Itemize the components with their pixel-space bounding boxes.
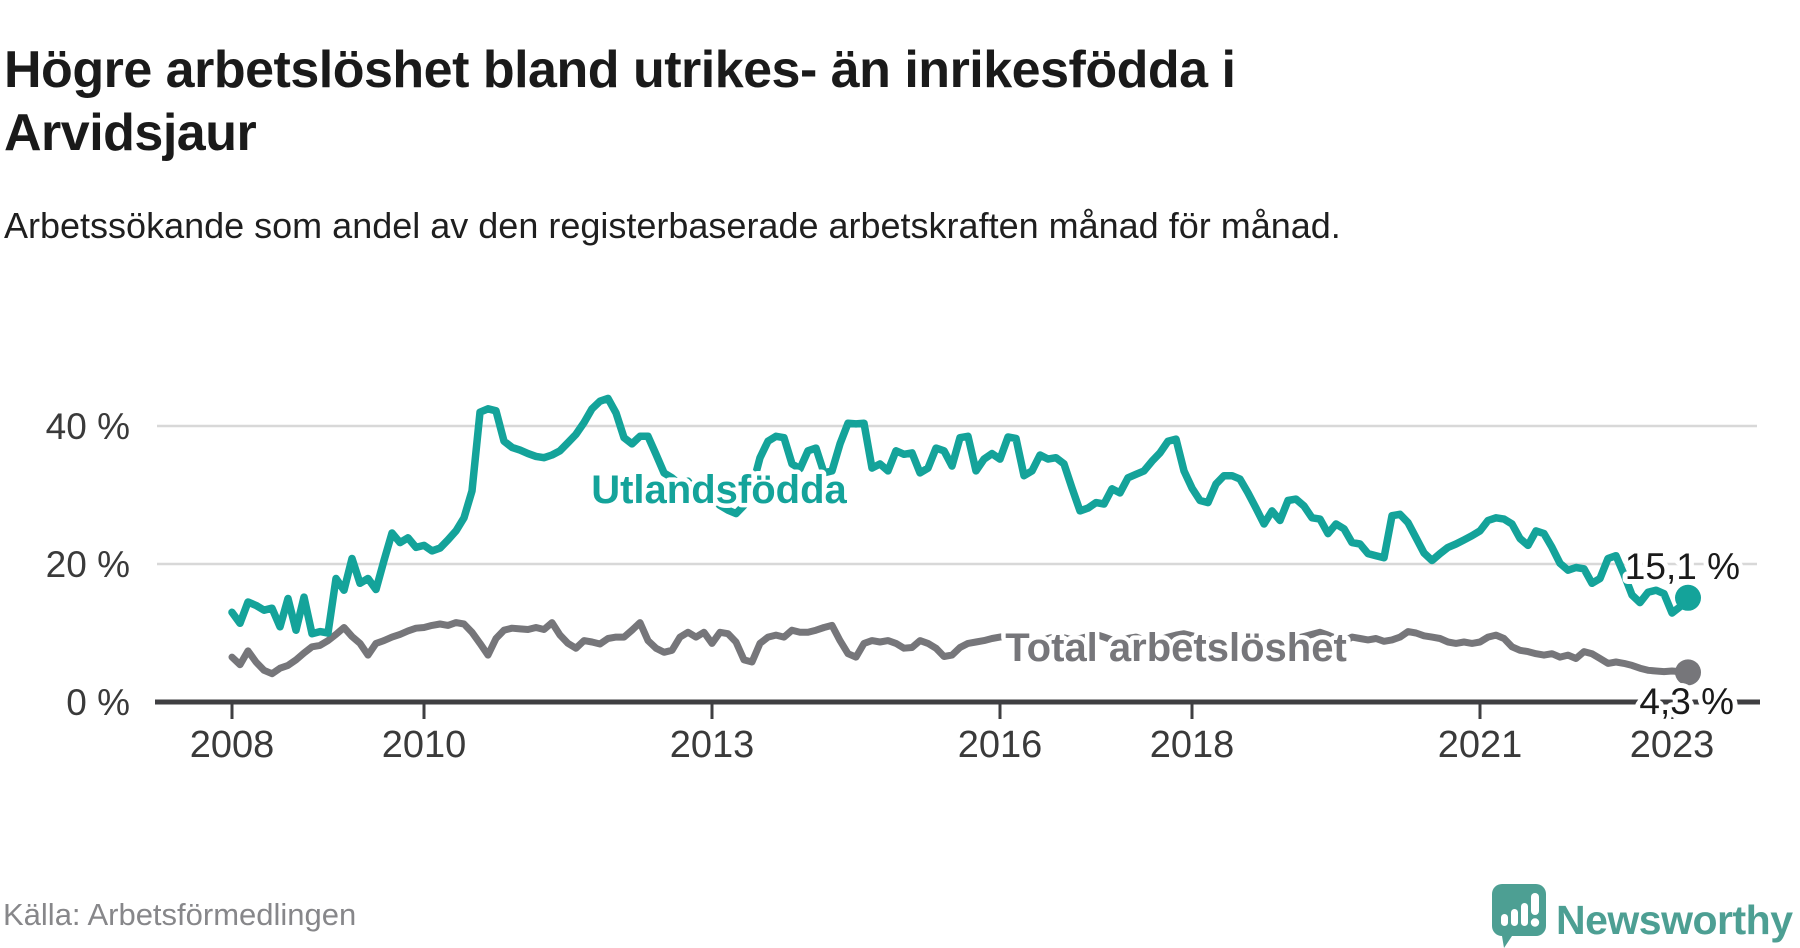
x-axis-label: 2021 xyxy=(1438,724,1523,766)
series-name-label: Total arbetslöshet xyxy=(1005,626,1347,670)
chart-subtitle: Arbetssökande som andel av den registerb… xyxy=(4,205,1341,246)
x-axis-label: 2013 xyxy=(670,724,755,766)
source-note: Källa: Arbetsförmedlingen xyxy=(3,897,357,932)
series-end-dot xyxy=(1675,659,1701,686)
y-axis-label: 20 % xyxy=(46,544,130,585)
series-line-utlandsf-dda xyxy=(228,394,1692,638)
x-axis-label: 2023 xyxy=(1630,724,1715,766)
y-axis-label: 0 % xyxy=(66,682,130,723)
series-line-total-arbetsl-shet xyxy=(228,619,1692,678)
y-axis-label: 40 % xyxy=(46,406,130,447)
newsworthy-logo-icon xyxy=(1492,884,1546,948)
chart-title: Högre arbetslöshet bland utrikes- än inr… xyxy=(4,40,1236,162)
series-end-value-label: 15,1 % xyxy=(1625,546,1740,587)
x-axis-label: 2018 xyxy=(1150,724,1235,766)
x-axis-label: 2016 xyxy=(958,724,1043,766)
x-axis-label: 2010 xyxy=(382,724,467,766)
series-end-dot xyxy=(1675,584,1701,611)
series-name-label: Utlandsfödda xyxy=(591,468,847,512)
brand-wordmark: Newsworthy xyxy=(1556,897,1793,943)
series-end-value-label: 4,3 % xyxy=(1639,681,1734,722)
x-axis-label: 2008 xyxy=(190,724,275,766)
line-chart: 0 % 20 % 40 % 2008 2010 2013 2016 2018 2021 2023 T… xyxy=(46,394,1760,766)
